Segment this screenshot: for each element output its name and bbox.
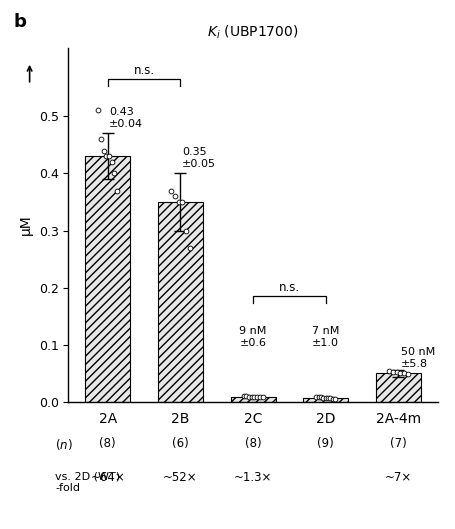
Point (392, 368, 399, 377)
Point (102, 152, 110, 160)
Title: $K_i$ (UBP1700): $K_i$ (UBP1700) (207, 23, 298, 41)
Point (258, 393, 266, 402)
Text: $(n)$: $(n)$ (55, 437, 73, 452)
Point (113, 186, 121, 195)
Text: ~64×: ~64× (90, 471, 125, 484)
Point (256, 393, 263, 402)
Point (324, 394, 331, 402)
Point (245, 393, 252, 401)
Text: ~1.3×: ~1.3× (233, 471, 272, 484)
Point (108, 158, 115, 166)
Text: 0.43
±0.04: 0.43 ±0.04 (109, 107, 143, 129)
Point (171, 192, 178, 200)
Point (167, 186, 174, 195)
Point (111, 169, 118, 178)
Point (396, 369, 403, 377)
Point (319, 394, 326, 402)
Point (242, 392, 249, 400)
Bar (230, 397, 275, 402)
Point (317, 393, 324, 402)
Point (239, 391, 247, 400)
Point (95, 106, 102, 115)
Text: 50 nM
±5.8: 50 nM ±5.8 (400, 348, 434, 369)
Point (326, 394, 334, 402)
Text: (9): (9) (317, 437, 334, 451)
Point (331, 395, 338, 403)
Point (186, 243, 193, 252)
Text: n.s.: n.s. (133, 64, 154, 77)
Point (100, 147, 107, 155)
Text: (8): (8) (244, 437, 261, 451)
Point (97, 135, 104, 143)
Bar (303, 398, 348, 402)
Text: 9 nM
±0.6: 9 nM ±0.6 (239, 326, 266, 348)
Text: (6): (6) (172, 437, 188, 451)
Point (399, 369, 407, 378)
Point (253, 393, 260, 402)
Point (312, 393, 319, 401)
Bar (85, 156, 130, 402)
Text: 0.35
±0.05: 0.35 ±0.05 (182, 147, 215, 169)
Bar (375, 373, 420, 402)
Y-axis label: μM: μM (19, 214, 33, 235)
Text: ~7×: ~7× (384, 471, 411, 484)
Point (174, 198, 182, 206)
Text: ~52×: ~52× (163, 471, 197, 484)
Text: vs. 2D (WT)
-fold: vs. 2D (WT) -fold (55, 471, 120, 492)
Point (314, 393, 322, 402)
Text: b: b (14, 13, 26, 31)
Text: n.s.: n.s. (278, 281, 299, 294)
Text: (8): (8) (99, 437, 116, 451)
Point (105, 152, 112, 160)
Text: (7): (7) (389, 437, 406, 451)
Point (321, 394, 329, 402)
Point (329, 395, 336, 403)
Point (182, 226, 189, 235)
Point (250, 393, 258, 401)
Point (248, 393, 255, 401)
Point (384, 367, 392, 375)
Bar (157, 202, 202, 402)
Point (403, 370, 410, 378)
Point (178, 198, 186, 206)
Point (388, 368, 395, 376)
Text: 7 nM
±1.0: 7 nM ±1.0 (311, 326, 339, 348)
